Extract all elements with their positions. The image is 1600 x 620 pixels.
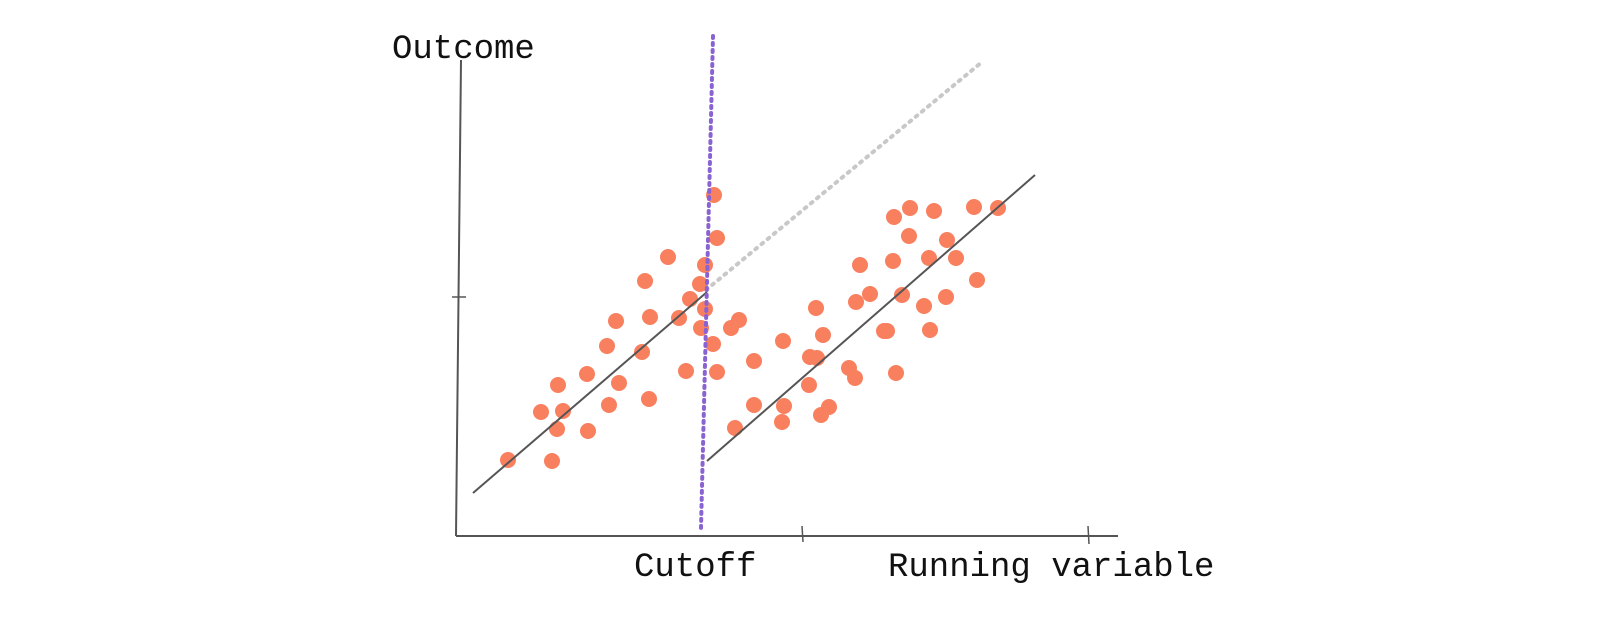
dot: [815, 327, 831, 343]
dot: [948, 250, 964, 266]
dot: [660, 249, 676, 265]
dot: [809, 350, 825, 366]
dot: [549, 421, 565, 437]
dot: [746, 353, 762, 369]
cutoff-label: Cutoff: [634, 549, 756, 587]
dot: [731, 312, 747, 328]
dot: [678, 363, 694, 379]
dot: [533, 404, 549, 420]
dot: [634, 344, 650, 360]
dot: [848, 294, 864, 310]
dot: [921, 250, 937, 266]
dot: [550, 377, 566, 393]
dot: [938, 289, 954, 305]
dot: [692, 276, 708, 292]
dot: [879, 323, 895, 339]
dot: [641, 391, 657, 407]
dots: [500, 187, 1006, 469]
fit-line-left: [472, 291, 708, 494]
dot: [746, 397, 762, 413]
dot: [939, 232, 955, 248]
x-tick: [1087, 525, 1090, 545]
dot: [901, 228, 917, 244]
dot: [580, 423, 596, 439]
dot: [902, 200, 918, 216]
dot: [599, 338, 615, 354]
counterfactual-line: [704, 60, 984, 292]
dot: [775, 333, 791, 349]
dot: [926, 203, 942, 219]
y-axis: [455, 59, 462, 537]
dot: [637, 273, 653, 289]
dot: [966, 199, 982, 215]
dot: [916, 298, 932, 314]
dot: [894, 287, 910, 303]
dot: [885, 253, 901, 269]
dot: [821, 399, 837, 415]
dot: [601, 397, 617, 413]
dot: [642, 309, 658, 325]
dot: [544, 453, 560, 469]
dot: [709, 230, 725, 246]
dot: [922, 322, 938, 338]
dot: [709, 364, 725, 380]
dot: [847, 370, 863, 386]
dot: [886, 209, 902, 225]
x-axis-label: Running variable: [888, 549, 1214, 587]
dot: [801, 377, 817, 393]
cutoff-line: [699, 34, 715, 530]
dot: [555, 403, 571, 419]
x-tick: [801, 525, 804, 543]
dot: [705, 336, 721, 352]
dot: [852, 257, 868, 273]
dot: [862, 286, 878, 302]
dot: [776, 398, 792, 414]
dot: [969, 272, 985, 288]
dot: [808, 300, 824, 316]
dot: [774, 414, 790, 430]
dot: [671, 310, 687, 326]
dot: [697, 257, 713, 273]
fit-line-right: [706, 174, 1036, 462]
dot: [500, 452, 516, 468]
dot: [611, 375, 627, 391]
dot: [579, 366, 595, 382]
dot: [888, 365, 904, 381]
y-axis-label: Outcome: [392, 31, 535, 69]
dot: [727, 420, 743, 436]
dot: [682, 291, 698, 307]
dot: [608, 313, 624, 329]
